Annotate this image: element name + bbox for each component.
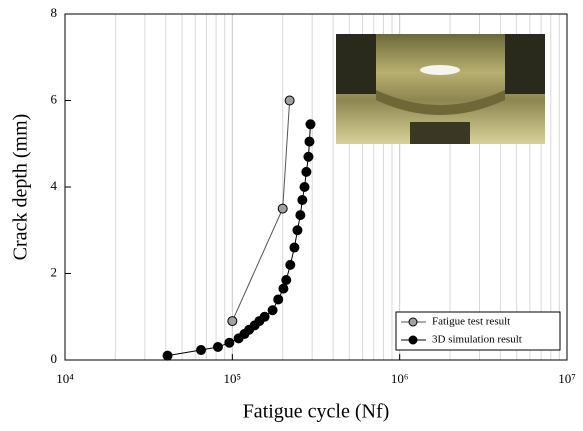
data-point [281,274,292,285]
data-point [273,294,284,305]
y-tick-label: 2 [51,264,58,279]
inset-photo [336,34,545,144]
y-tick-label: 8 [51,5,58,20]
x-tick-label: 10⁴ [56,371,74,386]
data-point [297,194,308,205]
data-point [196,345,207,356]
data-point [292,225,303,236]
legend-box [395,311,561,351]
y-tick-label: 6 [51,91,58,106]
data-point [224,337,235,348]
series-line [167,124,311,357]
legend-marker [408,317,418,327]
data-point [212,342,223,353]
data-point [299,182,310,192]
data-point [278,283,289,294]
x-axis-label: Fatigue cycle (Nf) [243,401,390,423]
data-point [295,210,306,221]
data-point [303,151,314,162]
legend-label: 3D simulation result [432,334,522,346]
data-point [227,316,238,327]
data-point [301,166,312,177]
data-point [284,95,295,106]
axes-frame [64,13,568,361]
y-tick-label: 4 [51,178,58,193]
data-point [259,311,270,322]
data-point [162,350,173,361]
legend-marker [408,335,418,345]
legend-label: Fatigue test result [432,316,510,328]
data-point [305,119,316,130]
data-point [289,242,300,253]
x-tick-label: 10⁷ [558,371,576,386]
x-tick-label: 10⁶ [391,371,409,386]
y-tick-label: 0 [51,351,58,366]
data-point [285,259,296,270]
data-point [304,136,315,147]
y-axis-label: Crack depth (mm) [10,114,32,261]
data-point [277,203,288,214]
x-tick-label: 10⁵ [224,371,242,386]
data-point [267,305,278,316]
